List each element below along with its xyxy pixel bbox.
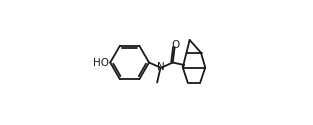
Text: HO: HO bbox=[93, 58, 109, 68]
Text: N: N bbox=[157, 62, 165, 72]
Text: O: O bbox=[172, 40, 180, 50]
